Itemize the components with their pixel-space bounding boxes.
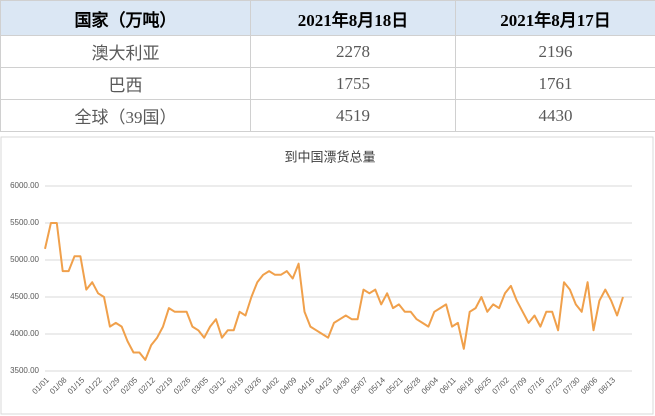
chart: 到中国漂货总量 3500.00 4000.00 4500.00 5000.00 5500… bbox=[0, 136, 654, 415]
y-tick-label: 3500.00 bbox=[10, 366, 39, 375]
chart-title: 到中国漂货总量 bbox=[284, 149, 375, 164]
cell: 4519 bbox=[250, 99, 456, 132]
header-cell: 2021年8月17日 bbox=[455, 0, 655, 36]
cell: 4430 bbox=[455, 99, 655, 132]
y-tick-label: 4000.00 bbox=[10, 329, 39, 338]
header-cell: 2021年8月18日 bbox=[250, 0, 456, 36]
y-tick-label: 5500.00 bbox=[10, 218, 39, 227]
cell: 1755 bbox=[250, 67, 456, 100]
cell: 巴西 bbox=[0, 67, 251, 100]
y-tick-label: 6000.00 bbox=[10, 181, 39, 190]
y-tick-label: 5000.00 bbox=[10, 255, 39, 264]
cell: 2278 bbox=[250, 35, 456, 68]
cell: 2196 bbox=[455, 35, 655, 68]
header-cell: 国家（万吨） bbox=[0, 0, 251, 36]
cell: 澳大利亚 bbox=[0, 35, 251, 68]
header-row: 国家（万吨） 2021年8月18日 2021年8月17日 bbox=[0, 0, 655, 36]
line bbox=[44, 222, 624, 361]
cell: 1761 bbox=[455, 67, 655, 100]
chart-frame bbox=[0, 136, 654, 415]
row: 巴西 1755 1761 bbox=[0, 67, 655, 100]
cell: 全球（39国） bbox=[0, 99, 251, 132]
data-table: 国家（万吨） 2021年8月18日 2021年8月17日 澳大利亚 2278 219… bbox=[0, 0, 655, 132]
row: 澳大利亚 2278 2196 bbox=[0, 35, 655, 68]
row: 全球（39国） 4519 4430 bbox=[0, 99, 655, 132]
y-tick-label: 4500.00 bbox=[10, 292, 39, 301]
